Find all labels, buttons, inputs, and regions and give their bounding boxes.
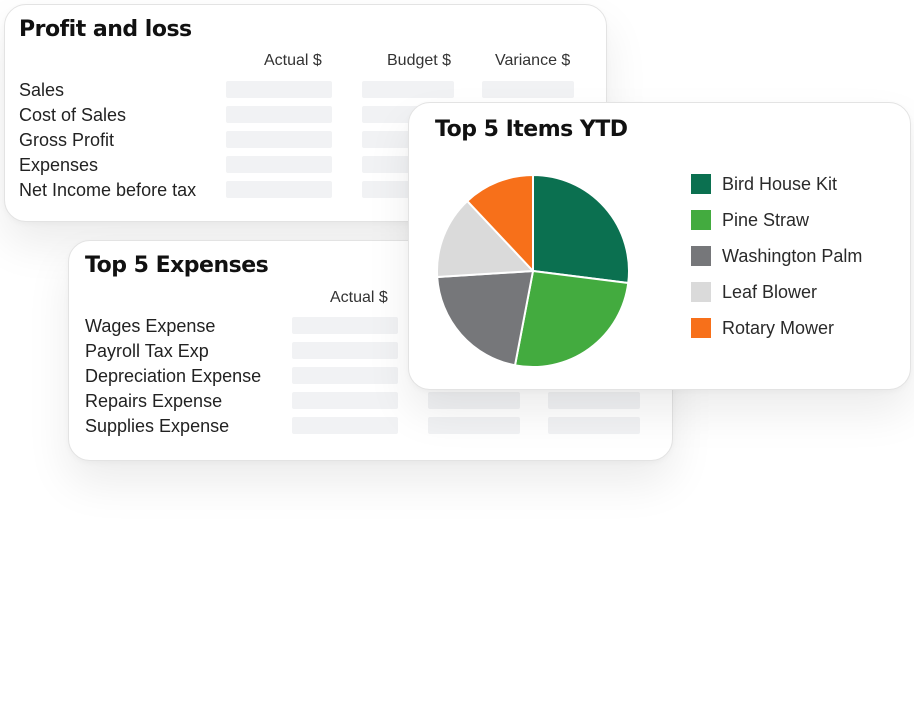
pie-chart-svg bbox=[436, 174, 630, 368]
row-label-net-income: Net Income before tax bbox=[19, 180, 197, 200]
row-label-repairs-expense: Repairs Expense bbox=[85, 391, 223, 411]
value-placeholder bbox=[226, 131, 332, 148]
row-label-wages-expense: Wages Expense bbox=[85, 316, 216, 336]
profit-and-loss-title: Profit and loss bbox=[19, 17, 192, 42]
top-items-title: Top 5 Items YTD bbox=[435, 117, 628, 142]
row-label-cost-of-sales: Cost of Sales bbox=[19, 105, 127, 125]
pie-slice-leaf-blower bbox=[436, 200, 534, 279]
value-placeholder bbox=[226, 106, 332, 123]
legend-label: Washington Palm bbox=[722, 246, 863, 266]
value-placeholder bbox=[226, 81, 332, 98]
legend-swatch bbox=[691, 246, 711, 266]
value-placeholder bbox=[362, 81, 454, 98]
row-label-supplies-expense: Supplies Expense bbox=[85, 416, 230, 436]
row-label-expenses: Expenses bbox=[19, 155, 99, 175]
value-placeholder bbox=[226, 156, 332, 173]
legend-swatch bbox=[691, 210, 711, 230]
pie-slice-washington-palm bbox=[436, 270, 534, 367]
value-placeholder bbox=[428, 392, 520, 409]
column-header-actual: Actual $ bbox=[330, 289, 388, 306]
value-placeholder bbox=[548, 417, 640, 434]
value-placeholder bbox=[548, 392, 640, 409]
value-placeholder bbox=[226, 181, 332, 198]
top-items-card: Top 5 Items YTD Bird House Kit Pine Stra… bbox=[408, 102, 911, 390]
value-placeholder bbox=[292, 417, 398, 434]
legend-label: Pine Straw bbox=[722, 210, 810, 230]
column-header-actual: Actual $ bbox=[264, 52, 322, 69]
value-placeholder bbox=[292, 317, 398, 334]
value-placeholder bbox=[292, 367, 398, 384]
pie-chart bbox=[435, 173, 631, 369]
value-placeholder bbox=[482, 81, 574, 98]
legend-swatch bbox=[691, 174, 711, 194]
top-expenses-title: Top 5 Expenses bbox=[85, 253, 269, 278]
pie-slice-bird-house-kit bbox=[532, 174, 630, 285]
value-placeholder bbox=[428, 417, 520, 434]
value-placeholder bbox=[292, 342, 398, 359]
value-placeholder bbox=[292, 392, 398, 409]
row-label-gross-profit: Gross Profit bbox=[19, 130, 115, 150]
pie-slice-rotary-mower bbox=[466, 174, 534, 272]
legend-label: Rotary Mower bbox=[722, 318, 835, 338]
column-header-budget: Budget $ bbox=[387, 52, 452, 69]
column-header-variance: Variance $ bbox=[495, 52, 571, 69]
row-label-depreciation-expense: Depreciation Expense bbox=[85, 366, 262, 386]
legend-swatch bbox=[691, 282, 711, 302]
row-label-payroll-tax-exp: Payroll Tax Exp bbox=[85, 341, 209, 361]
pie-slice-pine-straw bbox=[514, 270, 630, 368]
legend-label: Bird House Kit bbox=[722, 174, 838, 194]
legend-swatch bbox=[691, 318, 711, 338]
row-label-sales: Sales bbox=[19, 80, 65, 100]
legend-label: Leaf Blower bbox=[722, 282, 818, 302]
